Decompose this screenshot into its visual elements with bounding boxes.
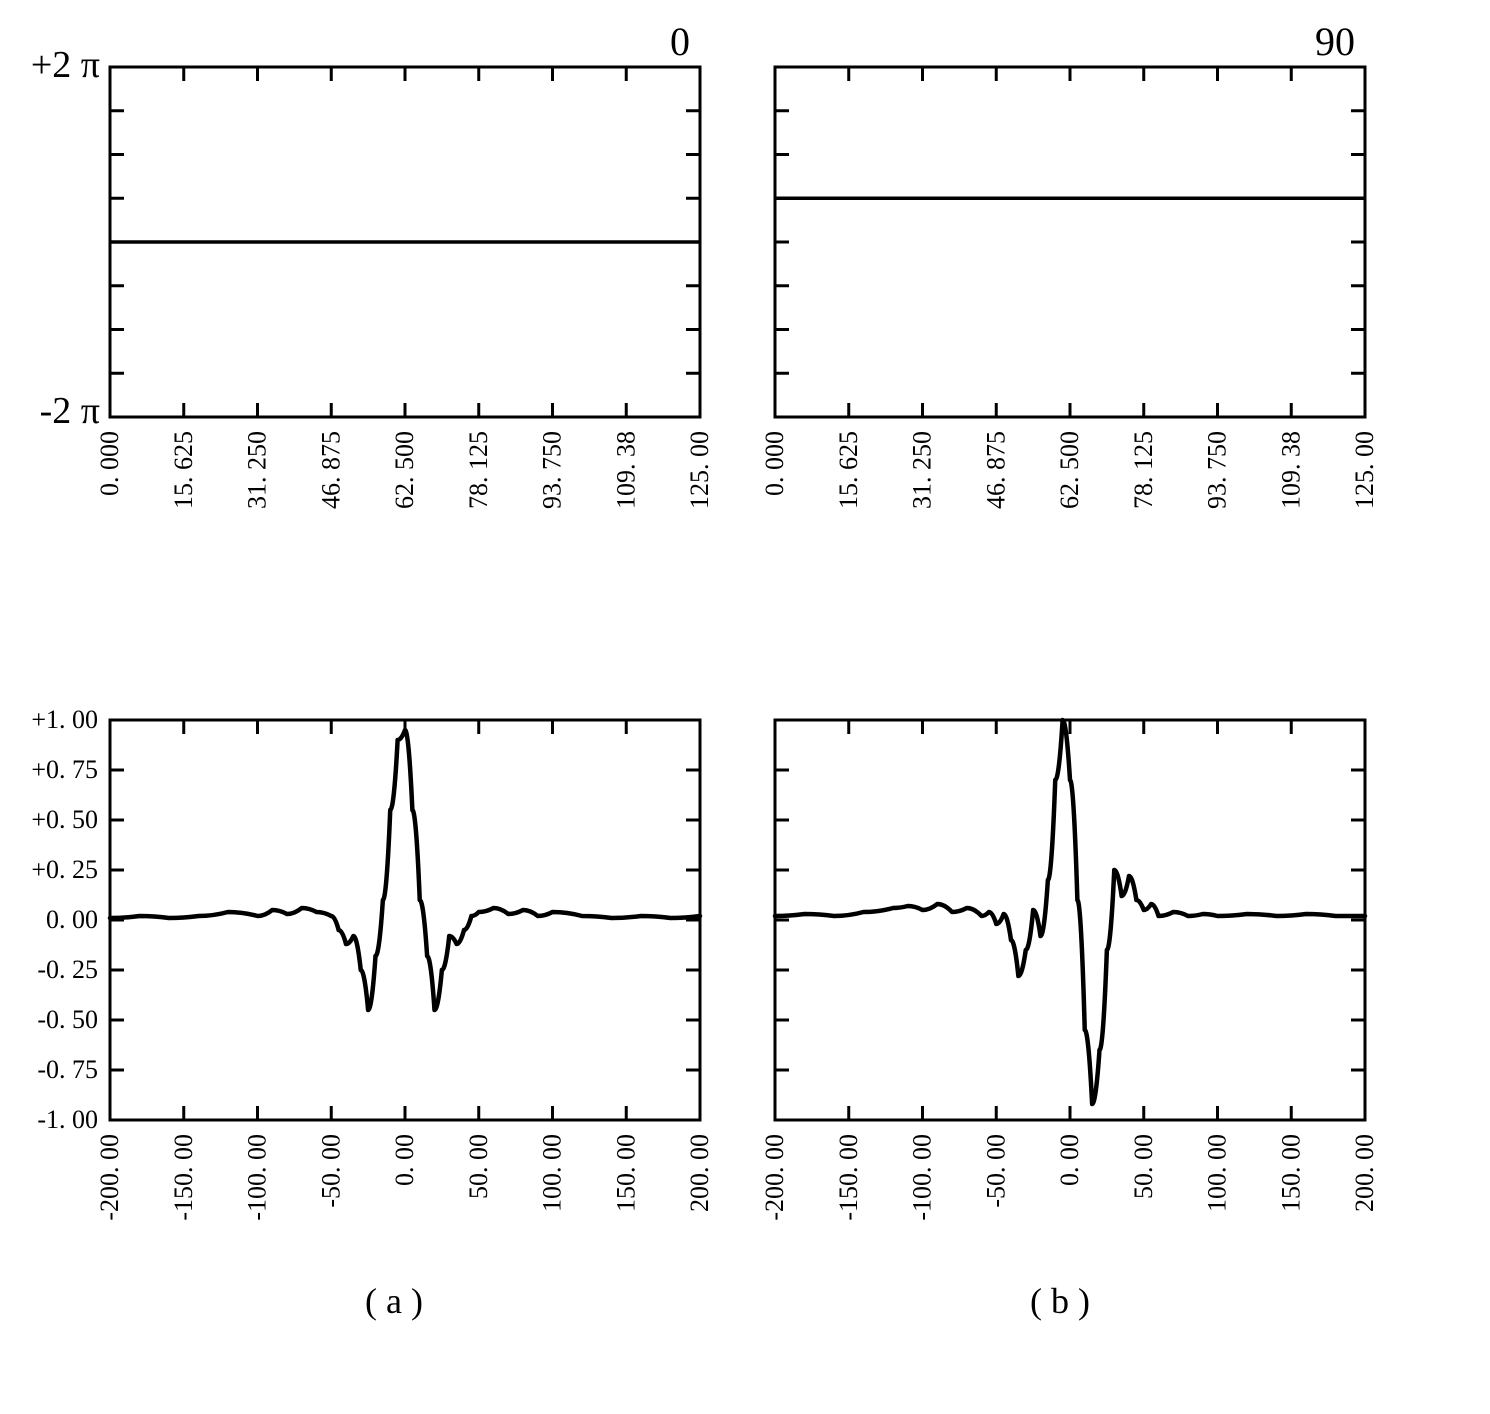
figure-container: 0. 00015. 62531. 25046. 87562. 50078. 12… — [20, 20, 1470, 1394]
x-tick-label: 78. 125 — [1129, 431, 1158, 509]
x-tick-label: 100. 00 — [1203, 1134, 1232, 1212]
x-tick-label: 31. 250 — [908, 431, 937, 509]
x-tick-label: -200. 00 — [95, 1134, 124, 1221]
y-tick-label: +0. 75 — [31, 755, 98, 784]
x-tick-label: 31. 250 — [243, 431, 272, 509]
x-tick-label: 0. 000 — [95, 431, 124, 496]
x-tick-label: -100. 00 — [243, 1134, 272, 1221]
x-tick-label: 125. 00 — [1350, 431, 1379, 509]
plot-title: 90 — [1315, 20, 1355, 64]
y-tick-label: -0. 75 — [37, 1055, 98, 1084]
x-tick-label: -150. 00 — [834, 1134, 863, 1221]
x-tick-label: -50. 00 — [316, 1134, 345, 1208]
x-tick-label: 50. 00 — [464, 1134, 493, 1199]
caption-a: ( a ) — [365, 1280, 423, 1322]
y-tick-label: -0. 50 — [37, 1005, 98, 1034]
x-tick-label: 62. 500 — [1055, 431, 1084, 509]
x-tick-label: 200. 00 — [1350, 1134, 1379, 1212]
x-tick-label: 15. 625 — [169, 431, 198, 509]
x-tick-label: 109. 38 — [1276, 431, 1305, 509]
x-tick-label: 93. 750 — [538, 431, 567, 509]
x-tick-label: 46. 875 — [981, 431, 1010, 509]
caption-b: ( b ) — [1030, 1280, 1090, 1322]
x-tick-label: 0. 000 — [760, 431, 789, 496]
y-tick-label: +1. 00 — [31, 705, 98, 734]
x-tick-label: 50. 00 — [1129, 1134, 1158, 1199]
x-tick-label: 150. 00 — [1276, 1134, 1305, 1212]
y-top-label: +2 π — [31, 44, 100, 86]
x-tick-label: -150. 00 — [169, 1134, 198, 1221]
y-tick-label: +0. 25 — [31, 855, 98, 884]
x-tick-label: 15. 625 — [834, 431, 863, 509]
y-tick-label: +0. 50 — [31, 805, 98, 834]
x-tick-label: 93. 750 — [1203, 431, 1232, 509]
x-tick-label: 78. 125 — [464, 431, 493, 509]
x-tick-label: 150. 00 — [611, 1134, 640, 1212]
y-tick-label: 0. 00 — [46, 905, 98, 934]
x-tick-label: 200. 00 — [685, 1134, 714, 1212]
x-tick-label: -50. 00 — [981, 1134, 1010, 1208]
x-tick-label: 62. 500 — [390, 431, 419, 509]
x-tick-label: 0. 00 — [1055, 1134, 1084, 1186]
x-tick-label: -200. 00 — [760, 1134, 789, 1221]
x-tick-label: 100. 00 — [538, 1134, 567, 1212]
plot-title: 0 — [670, 20, 690, 64]
x-tick-label: 0. 00 — [390, 1134, 419, 1186]
y-tick-label: -0. 25 — [37, 955, 98, 984]
chart-svg: 0. 00015. 62531. 25046. 87562. 50078. 12… — [20, 20, 1470, 1394]
y-tick-label: -1. 00 — [37, 1105, 98, 1134]
x-tick-label: -100. 00 — [908, 1134, 937, 1221]
x-tick-label: 109. 38 — [611, 431, 640, 509]
x-tick-label: 125. 00 — [685, 431, 714, 509]
x-tick-label: 46. 875 — [316, 431, 345, 509]
y-bottom-label: -2 π — [40, 390, 100, 432]
